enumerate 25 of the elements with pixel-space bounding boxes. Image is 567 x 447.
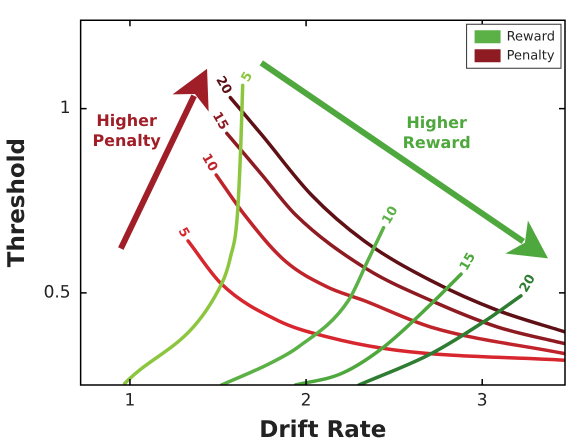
x-tick-label: 3 <box>476 390 488 411</box>
annotation: 5 <box>174 224 192 240</box>
annotation: 10 <box>198 151 220 174</box>
y-tick-label: 0.5 <box>44 282 71 302</box>
annotation: 5 <box>238 69 256 85</box>
annotation: 15 <box>208 110 231 133</box>
annotation: Higher Reward <box>402 113 472 154</box>
line-series <box>186 239 565 362</box>
x-axis-title: Drift Rate <box>259 417 386 444</box>
line-series <box>294 272 463 385</box>
legend-label: Reward <box>506 30 556 45</box>
annotation: 15 <box>456 250 480 274</box>
legend-label: Penalty <box>506 48 555 64</box>
line-series <box>220 226 386 385</box>
line-series <box>225 132 565 346</box>
annotation: 10 <box>379 204 402 228</box>
x-tick-label: 2 <box>300 390 312 411</box>
annotation: Higher Penalty <box>91 111 162 152</box>
line-series <box>228 96 565 334</box>
x-tick-label: 1 <box>124 390 136 411</box>
line-series <box>214 173 565 356</box>
annotation: 20 <box>212 74 234 97</box>
annotation: 20 <box>516 272 539 296</box>
y-axis-title: Threshold <box>4 138 30 268</box>
line-series <box>357 294 523 385</box>
